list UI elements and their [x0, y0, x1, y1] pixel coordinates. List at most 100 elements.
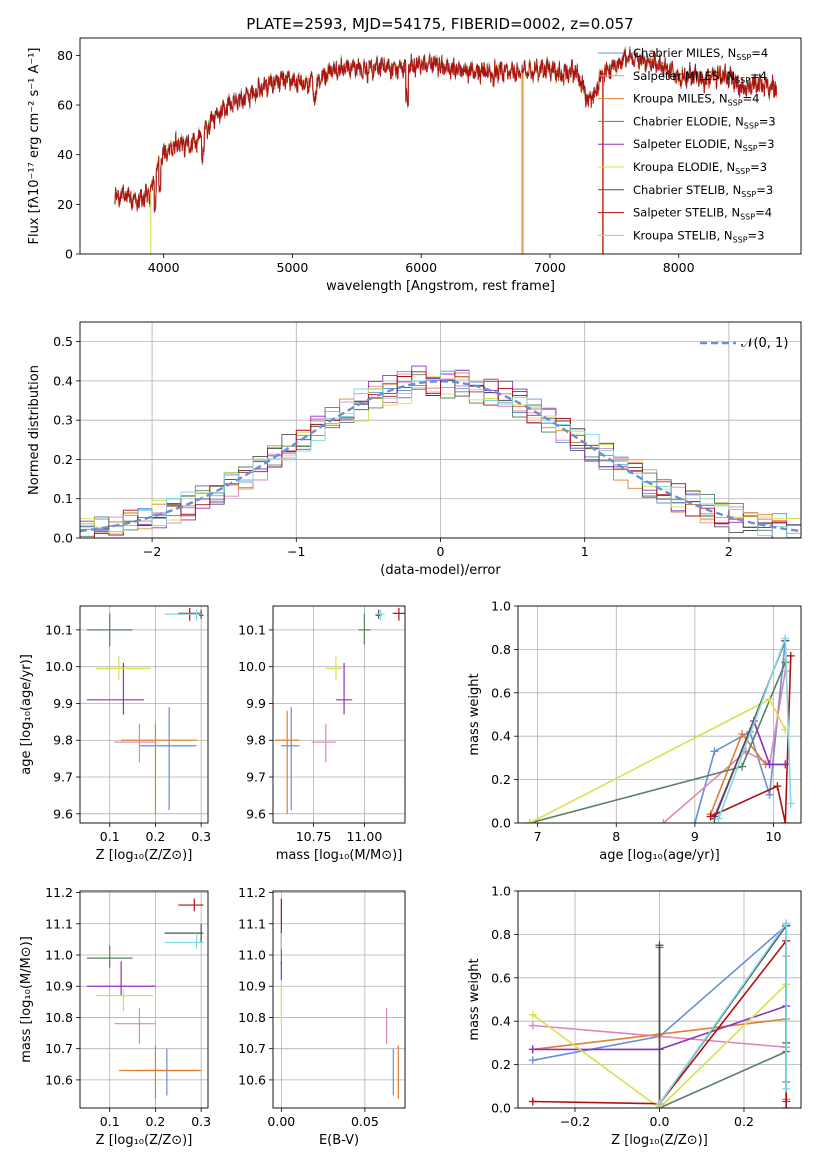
x-tick-label: 8000 [663, 260, 695, 275]
axes-frame [79, 890, 209, 1109]
y-tick-label: 0.4 [491, 729, 511, 744]
errorbar-point [114, 723, 156, 763]
weight-marker [738, 730, 747, 739]
y-tick-label: 9.9 [246, 696, 266, 711]
x-tick-label: 0 [437, 544, 445, 559]
errorbar-point [164, 923, 204, 943]
y-tick-label: 0.2 [491, 772, 511, 787]
y-tick-label: 0.0 [491, 816, 511, 831]
spectrum-plot-area [114, 46, 777, 254]
axes-frame [79, 37, 802, 255]
y-tick-label: 0.3 [53, 413, 73, 428]
x-axis-label: Z [log₁₀(Z/Z⊙)] [611, 1133, 708, 1148]
x-tick-label: −2 [143, 544, 161, 559]
axes-frame [272, 605, 406, 824]
mass-vs-ebv-plot-area [280, 898, 399, 1099]
y-tick-label: 0.0 [491, 1101, 511, 1116]
errorbar-point [281, 707, 300, 811]
x-tick-label: 0.3 [191, 829, 211, 844]
y-tick-label: 0.4 [53, 373, 73, 388]
weight-marker [765, 790, 774, 799]
y-tick-label: 11.1 [45, 916, 73, 931]
y-tick-label: 0.0 [53, 531, 73, 546]
x-tick-label: 11.00 [346, 829, 382, 844]
y-tick-label: 1.0 [491, 884, 511, 899]
errorbar-point [164, 609, 204, 621]
axes-frame [79, 605, 209, 824]
x-tick-label: 0.0 [650, 1114, 670, 1129]
legend-entry: 𝒩(0, 1) [741, 336, 788, 351]
weight-marker [781, 634, 790, 643]
errorbar-point [114, 1008, 156, 1044]
x-tick-label: 7000 [534, 260, 566, 275]
axes-frame [79, 321, 802, 539]
weight-line [658, 922, 787, 1105]
weight-marker [528, 1045, 537, 1054]
weight-marker [528, 1097, 537, 1106]
legend-entry: Kroupa STELIB, NSSP=3 [633, 228, 764, 244]
weight-marker [781, 819, 790, 823]
y-axis-label: Flux [fλ10⁻¹⁷ erg cm⁻² s⁻¹ A⁻¹] [27, 48, 42, 245]
legend-entry: Salpeter STELIB, NSSP=4 [633, 206, 772, 222]
errorbar-point [86, 945, 133, 968]
weight-marker [773, 782, 782, 791]
x-tick-label: 4000 [148, 260, 180, 275]
x-tick-label: 0.2 [145, 1114, 165, 1129]
y-tick-label: 10.6 [45, 1072, 73, 1087]
y-tick-label: 40 [57, 147, 73, 162]
y-tick-label: 11.0 [45, 948, 73, 963]
weight-marker [781, 667, 790, 676]
y-tick-label: 20 [57, 197, 73, 212]
residual-histogram [80, 370, 801, 538]
mass-vs-ebv-panel: 0.00 0.05 10.6 10.7 10.8 10.9 11.0 11.1 11.2 E(B-… [238, 885, 406, 1148]
x-axis-label: E(B-V) [319, 1133, 359, 1148]
errorbar-point [86, 613, 133, 647]
y-tick-label: 9.8 [246, 733, 266, 748]
residuals-panel: −2 −1 0 1 2 0.0 0.1 0.2 0.3 0.4 0.5 (data-model)/er… [27, 321, 802, 578]
x-axis-label: Z [log₁₀(Z/Z⊙)] [96, 848, 193, 863]
weight-line [717, 637, 792, 819]
x-axis-label: age [log₁₀(age/yr)] [599, 848, 720, 863]
weight-marker [710, 747, 719, 756]
y-tick-label: 0.4 [491, 1014, 511, 1029]
age-vs-mass-panel: 10.75 11.00 9.6 9.7 9.8 9.9 10.0 10.1 mass [log₁… [238, 605, 406, 863]
weights-vs-age-panel: 7 8 9 10 0.0 0.2 0.4 0.6 0.8 1.0 age [log₁₀(age/yr… [467, 599, 802, 863]
mass-vs-Z-plot-area [86, 898, 204, 1099]
spectrum-panel: 4000 5000 6000 7000 8000 0 20 40 60 80 wavelength … [27, 37, 802, 294]
y-tick-label: 11.1 [238, 916, 266, 931]
x-tick-label: 1 [581, 544, 589, 559]
y-tick-label: 10.8 [45, 1010, 73, 1025]
y-tick-label: 11.2 [238, 885, 266, 900]
x-tick-label: 5000 [277, 260, 309, 275]
y-axis-label: mass [log₁₀(M/M⊙)] [19, 936, 34, 1063]
legend-entry: Chabrier ELODIE, NSSP=3 [633, 114, 776, 130]
weight-line [529, 698, 787, 823]
y-tick-label: 10.1 [238, 622, 266, 637]
y-tick-label: 0.5 [53, 334, 73, 349]
x-tick-label: 0.3 [191, 1114, 211, 1129]
y-axis-label: Normed distribution [27, 365, 42, 495]
errorbar-point [137, 1048, 199, 1096]
x-tick-label: −1 [287, 544, 305, 559]
y-tick-label: 80 [57, 48, 73, 63]
errorbar-point [178, 898, 204, 912]
weight-marker [655, 941, 664, 950]
errorbar-point [86, 663, 144, 715]
x-tick-label: 0.05 [351, 1114, 379, 1129]
normal-curve [80, 380, 801, 533]
y-tick-label: 0.8 [491, 927, 511, 942]
y-tick-label: 9.8 [53, 733, 73, 748]
weight-marker [690, 819, 699, 823]
x-tick-label: 10 [766, 829, 782, 844]
axes-frame [272, 890, 406, 1109]
y-tick-label: 0.8 [491, 642, 511, 657]
age-vs-mass-plot-area [275, 607, 405, 814]
weight-marker [525, 819, 534, 823]
weights-vs-Z-panel: −0.2 0.0 0.2 0.0 0.2 0.4 0.6 0.8 1.0 Z [log₁₀(Z/Z… [467, 884, 802, 1148]
weight-marker [765, 695, 774, 704]
x-tick-label: 0.1 [100, 829, 120, 844]
legend-entry: Salpeter MILES, NSSP=4 [633, 69, 767, 85]
y-tick-label: 1.0 [491, 599, 511, 614]
x-tick-label: 2 [725, 544, 733, 559]
weights-vs-Z-plot-area [528, 919, 791, 1108]
